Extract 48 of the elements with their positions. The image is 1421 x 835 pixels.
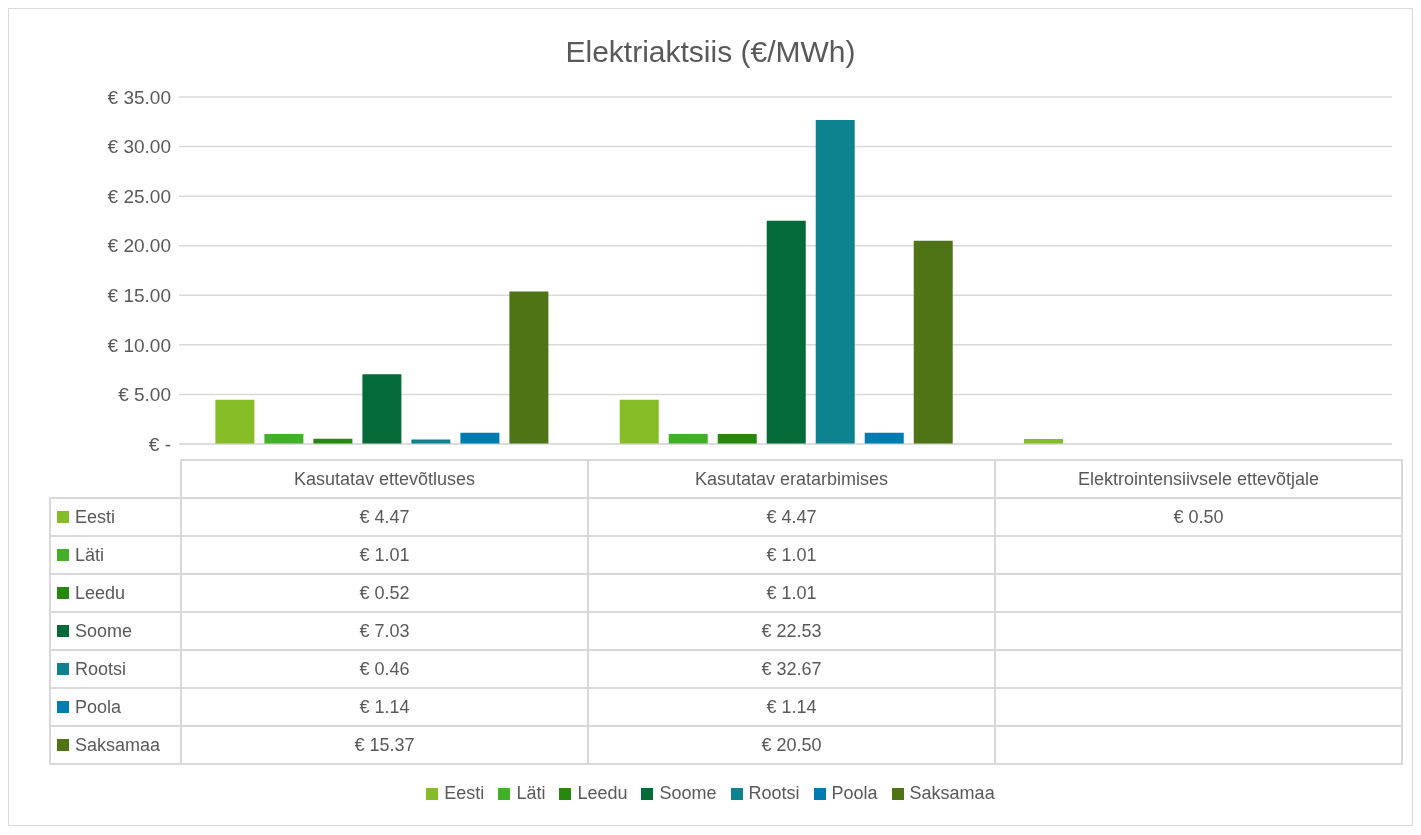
legend-label: Eesti	[50, 498, 181, 536]
bar	[215, 399, 255, 444]
y-tick-label: € 30.00	[107, 136, 171, 158]
table-cell: € 22.53	[588, 612, 995, 650]
bar	[913, 240, 953, 444]
text: Rootsi	[75, 658, 127, 679]
table-cell: € 32.67	[588, 650, 995, 688]
y-tick-label: € 10.00	[107, 334, 171, 356]
y-tick-label: € 35.00	[107, 86, 171, 108]
bar	[766, 220, 806, 444]
legend-label: Läti	[50, 536, 181, 574]
table-cell: € 20.50	[588, 726, 995, 764]
y-tick-label: € -	[148, 433, 171, 455]
bar	[668, 433, 708, 444]
bar	[619, 399, 659, 444]
text: Saksamaa	[75, 734, 161, 755]
table-cell: € 4.47	[181, 498, 588, 536]
table-cell: € 0.46	[181, 650, 588, 688]
table-cell: € 0.50	[995, 498, 1402, 536]
table-cell: € 7.03	[181, 612, 588, 650]
legend-label: Soome	[50, 612, 181, 650]
bar	[815, 120, 855, 444]
table-cell: € 1.01	[588, 536, 995, 574]
table-cell: € 0.52	[181, 574, 588, 612]
y-tick-label: € 20.00	[107, 235, 171, 257]
text: Poola	[75, 696, 122, 717]
x-tick-label: Elektrointensiivsele ettevõtjale	[995, 460, 1402, 498]
y-tick-label: € 25.00	[107, 185, 171, 207]
x-tick-label: Kasutatav ettevõtluses	[181, 460, 588, 498]
bar	[362, 374, 402, 444]
bar	[509, 291, 549, 444]
table-cell: € 4.47	[588, 498, 995, 536]
legend-label: Rootsi	[747, 783, 800, 804]
legend: Eesti Läti Leedu Soome Rootsi Poola Saksamaa	[9, 783, 1412, 804]
table-cell: € 1.01	[588, 574, 995, 612]
y-tick-label: € 15.00	[107, 285, 171, 307]
legend-label: Poola	[830, 783, 878, 804]
table-cell: € 15.37	[181, 726, 588, 764]
table-cell: € 1.14	[588, 688, 995, 726]
y-tick-label: € 5.00	[118, 384, 171, 406]
bar	[717, 433, 757, 444]
x-tick-label: Kasutatav eratarbimises	[588, 460, 995, 498]
chart-title: Elektriaktsiis (€/MWh)	[564, 34, 857, 70]
legend-label: Leedu	[50, 574, 181, 612]
table-cell: € 1.01	[181, 536, 588, 574]
bar	[264, 433, 304, 444]
table-cell: € 1.14	[181, 688, 588, 726]
legend-label: Saksamaa	[908, 783, 995, 804]
